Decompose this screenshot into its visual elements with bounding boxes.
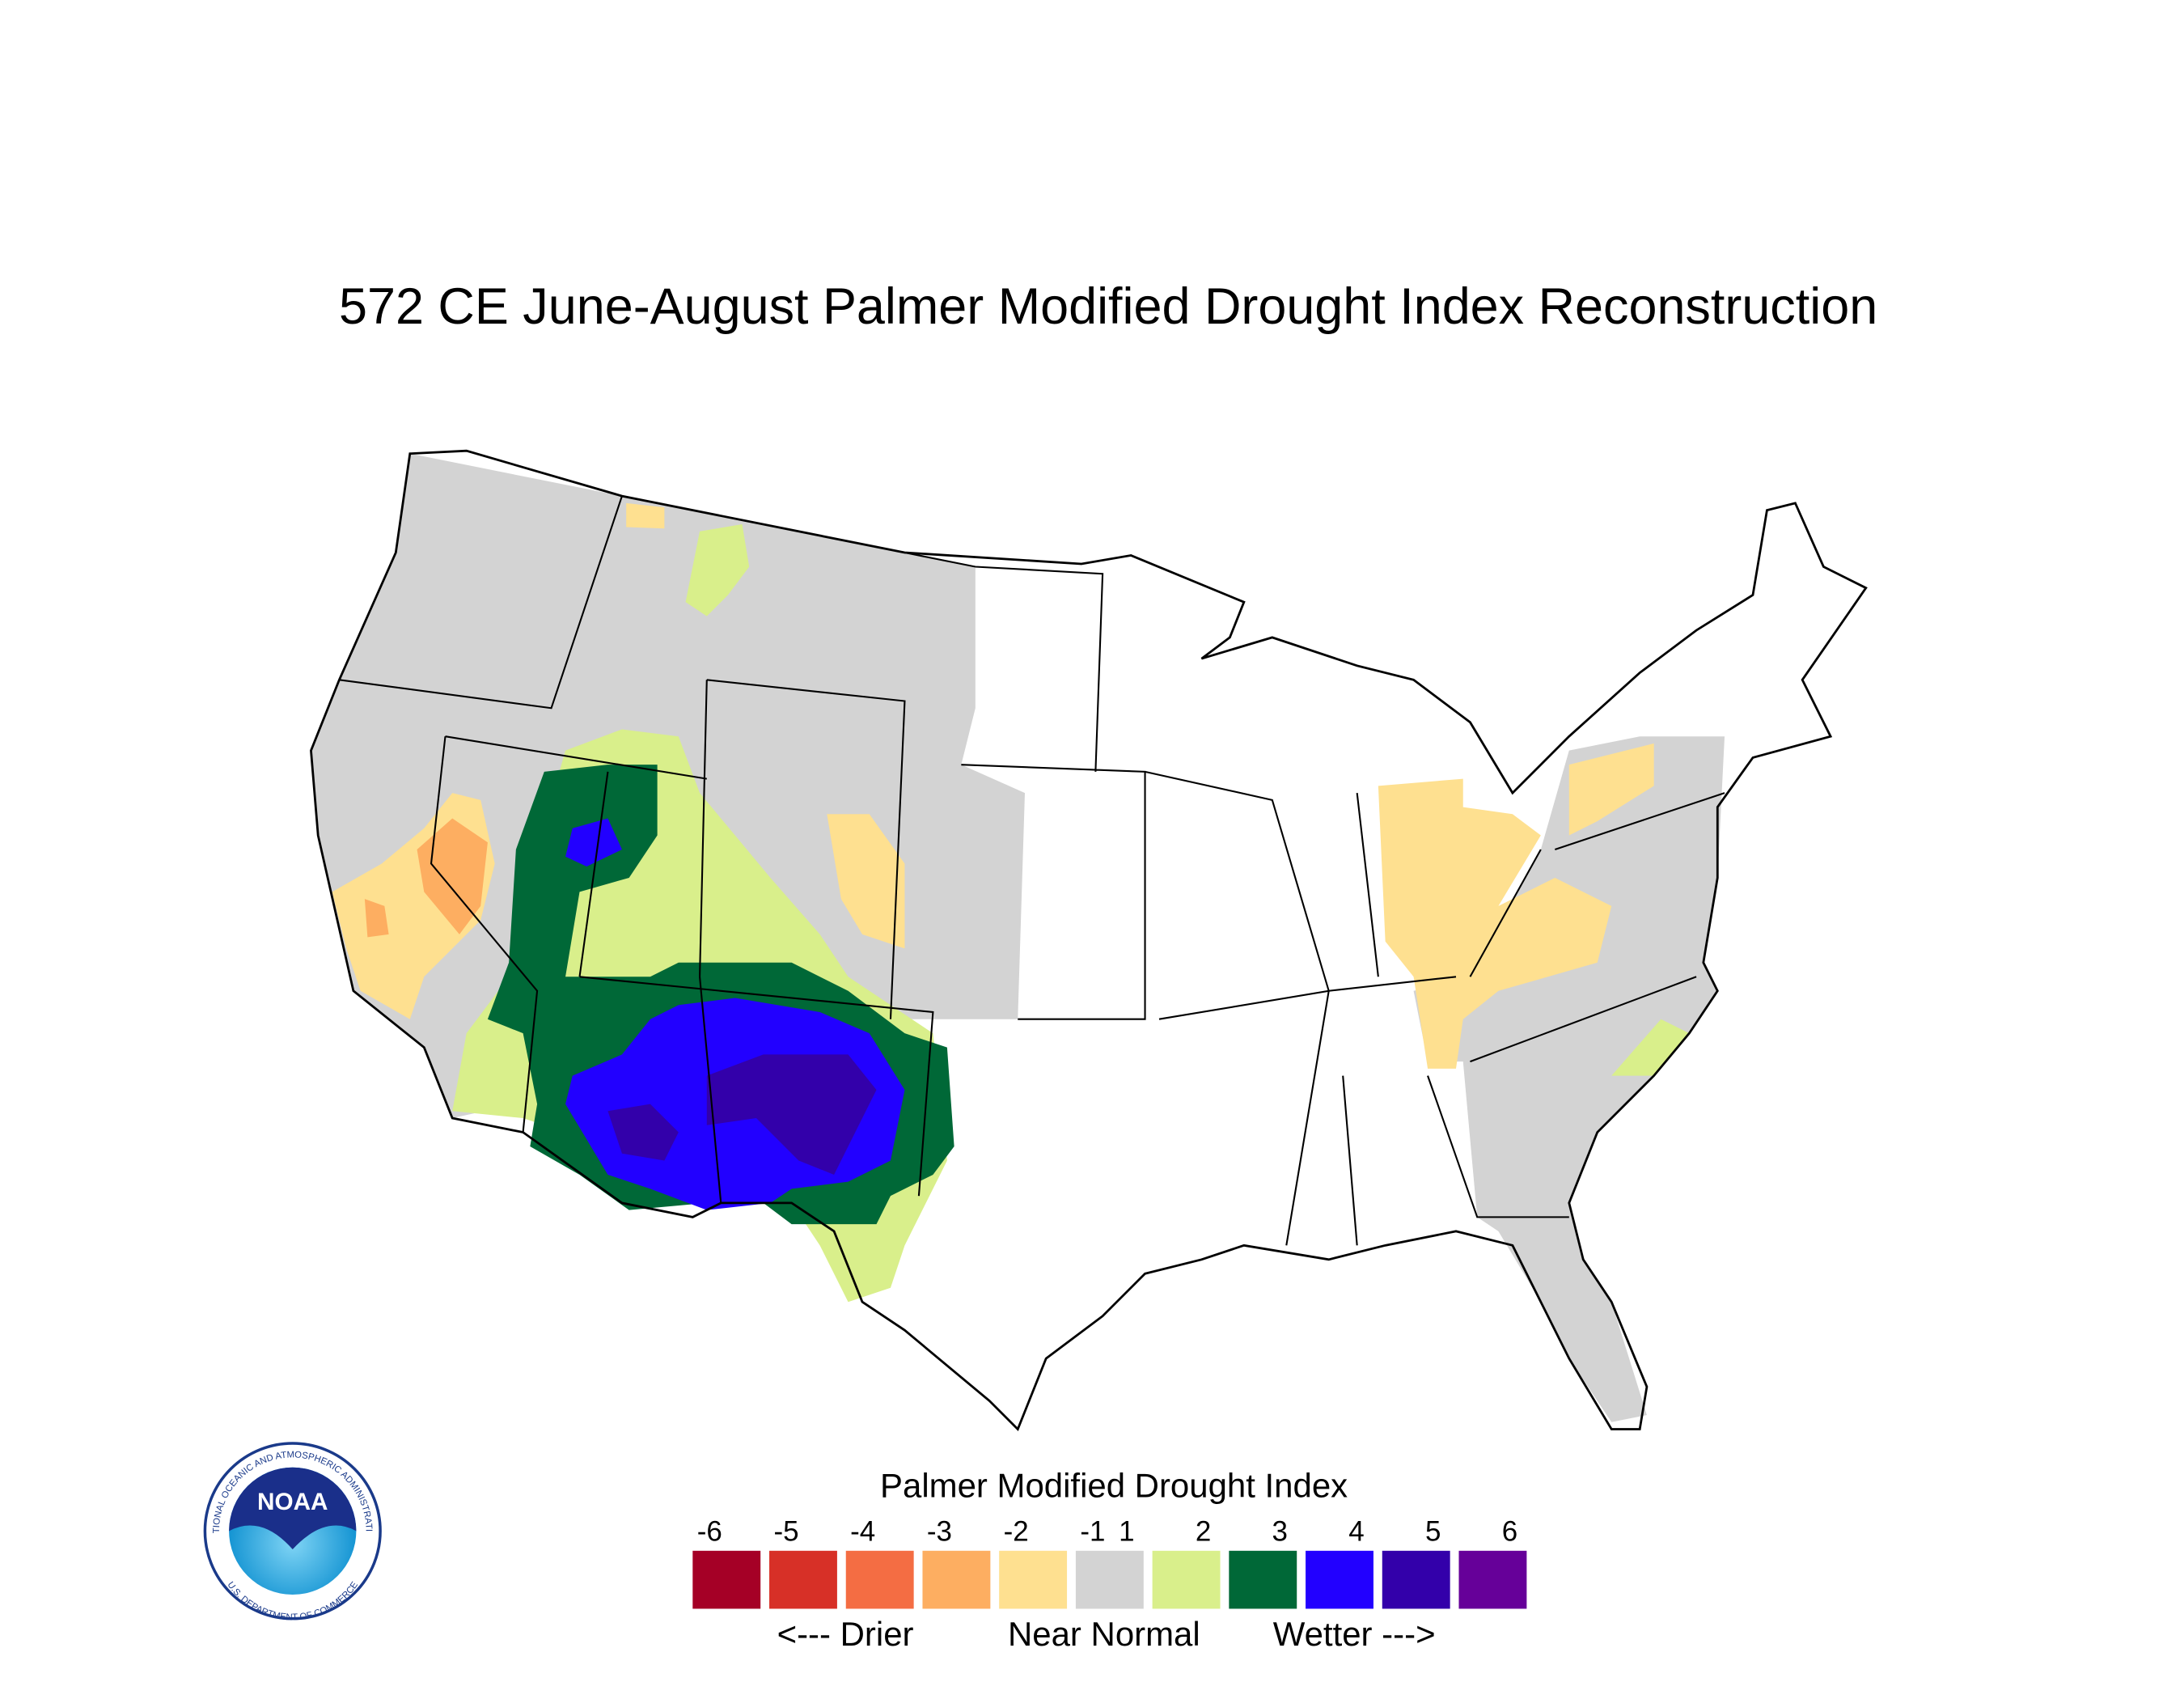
legend-swatch — [999, 1550, 1068, 1609]
legend-tick-label: 2 — [1196, 1516, 1211, 1548]
legend-tick-label: 1 — [1119, 1516, 1134, 1548]
legend-tick-label: -6 — [697, 1516, 722, 1548]
legend-title: Palmer Modified Drought Index — [880, 1466, 1348, 1504]
legend-swatch — [1075, 1550, 1144, 1609]
region-slightly-dry — [1568, 743, 1654, 836]
legend-tick-label: -3 — [927, 1516, 952, 1548]
us-map — [310, 449, 1868, 1431]
legend-tick-label: 5 — [1425, 1516, 1441, 1548]
region-very-wet — [565, 818, 622, 866]
logo-text: NOAA — [257, 1489, 328, 1515]
region-slightly-wet — [685, 524, 750, 616]
legend-tick-label: 3 — [1272, 1516, 1288, 1548]
state-lines — [339, 495, 1725, 1246]
legend-swatch — [845, 1550, 914, 1609]
legend-tick-label: -1 — [1080, 1516, 1105, 1548]
legend-tick-label: -4 — [850, 1516, 875, 1548]
legend: Palmer Modified Drought Index -6 -5 -4 -3 -2… — [692, 1466, 1527, 1653]
legend-tick-label: 6 — [1502, 1516, 1517, 1548]
legend-annotation: Near Normal — [1008, 1615, 1200, 1653]
legend-tick-label: -2 — [1004, 1516, 1029, 1548]
legend-swatch — [1382, 1550, 1450, 1609]
legend-annotation: Wetter ---> — [1273, 1615, 1436, 1653]
legend-swatch — [922, 1550, 991, 1609]
region-extremely-wet — [607, 1054, 877, 1175]
region-slightly-wet — [1611, 1019, 1690, 1076]
legend-swatch — [1458, 1550, 1527, 1609]
region-near-normal — [1413, 736, 1725, 1422]
region-slightly-dry — [1378, 778, 1612, 1069]
region-slightly-dry — [626, 502, 665, 529]
logo-top — [229, 1467, 357, 1550]
legend-annotation: <--- Drier — [777, 1615, 914, 1653]
legend-swatch — [1306, 1550, 1373, 1609]
title: 572 CE June-August Palmer Modified Droug… — [339, 278, 1877, 335]
region-slightly-dry — [827, 814, 905, 949]
legend-swatch — [769, 1550, 837, 1609]
legend-tick-label: -5 — [773, 1516, 798, 1548]
legend-tick-label: 4 — [1348, 1516, 1364, 1548]
legend-swatch — [1152, 1550, 1221, 1609]
region-moderately-dry — [364, 818, 488, 938]
legend-swatch — [692, 1550, 761, 1609]
legend-swatch — [1229, 1550, 1297, 1609]
